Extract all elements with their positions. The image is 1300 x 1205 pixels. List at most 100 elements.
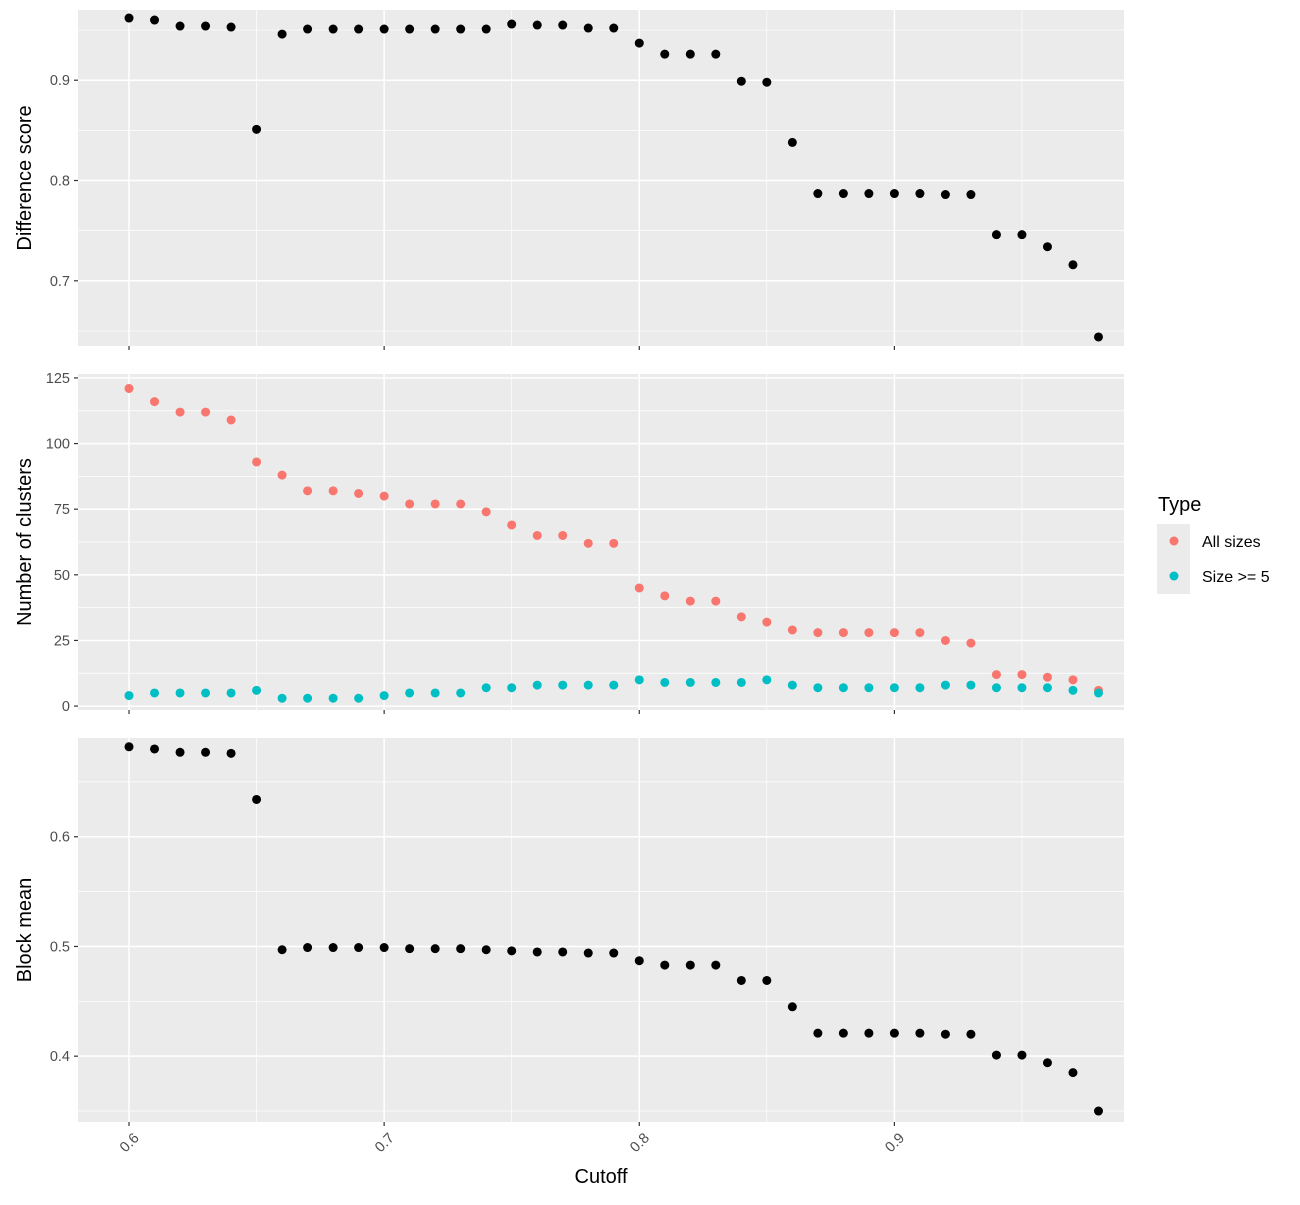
data-point <box>813 628 823 638</box>
data-point <box>685 596 695 606</box>
data-point <box>201 747 211 757</box>
y-tick-label: 100 <box>46 437 70 453</box>
data-point <box>609 23 619 33</box>
legend-all-sizes-marker <box>1169 536 1179 546</box>
y-tick-label: 0.8 <box>50 174 70 190</box>
legend-title: Type <box>1158 494 1201 516</box>
data-point <box>660 591 670 601</box>
data-point <box>175 747 185 757</box>
data-point <box>634 675 644 685</box>
data-point <box>838 683 848 693</box>
data-point <box>1042 242 1052 252</box>
panel-1-background <box>78 10 1124 346</box>
data-point <box>1017 230 1027 240</box>
data-point <box>864 683 874 693</box>
data-point <box>711 677 721 687</box>
data-point <box>430 944 440 954</box>
data-point <box>889 628 899 638</box>
data-point <box>532 680 542 690</box>
data-point <box>609 680 619 690</box>
series-size-5 <box>124 675 1103 703</box>
data-point <box>915 1028 925 1038</box>
data-point <box>456 688 466 698</box>
data-point <box>762 77 772 87</box>
data-point <box>838 1028 848 1038</box>
data-point <box>303 486 313 496</box>
data-point <box>660 49 670 59</box>
data-point <box>583 680 593 690</box>
data-point <box>456 24 466 34</box>
data-point <box>660 677 670 687</box>
data-point <box>303 693 313 703</box>
data-point <box>711 596 721 606</box>
data-point <box>889 1028 899 1038</box>
data-point <box>940 190 950 200</box>
data-point <box>379 24 389 34</box>
data-point <box>583 538 593 548</box>
data-point <box>940 1029 950 1039</box>
data-point <box>1093 332 1103 342</box>
data-point <box>1068 1068 1078 1078</box>
data-point <box>328 486 338 496</box>
y-tick-label: 0.6 <box>50 830 70 846</box>
data-point <box>405 944 415 954</box>
series-all-sizes <box>124 383 1103 695</box>
data-point <box>328 693 338 703</box>
data-point <box>481 683 491 693</box>
data-point <box>201 21 211 31</box>
data-point <box>456 944 466 954</box>
data-point <box>481 24 491 34</box>
data-point <box>1017 670 1027 680</box>
y-tick-label: 0.5 <box>50 939 70 955</box>
legend-label-size-ge-5: Size >= 5 <box>1202 569 1270 586</box>
y-axis-title: Block mean <box>14 878 36 983</box>
y-tick-label: 0.7 <box>50 274 70 290</box>
data-point <box>991 230 1001 240</box>
data-point <box>150 15 160 25</box>
y-axis-title: Number of clusters <box>14 458 36 626</box>
y-axis-title: Difference score <box>14 105 36 250</box>
data-point <box>226 688 236 698</box>
data-point <box>1068 675 1078 685</box>
data-point <box>711 960 721 970</box>
data-point <box>303 943 313 953</box>
data-point <box>685 49 695 59</box>
data-point <box>175 688 185 698</box>
data-point <box>813 189 823 199</box>
data-point <box>1093 1106 1103 1116</box>
data-point <box>1068 260 1078 270</box>
data-point <box>405 499 415 509</box>
data-point <box>1017 683 1027 693</box>
data-point <box>915 628 925 638</box>
data-point <box>915 189 925 199</box>
data-point <box>787 1002 797 1012</box>
series-1 <box>124 13 1103 342</box>
data-point <box>226 22 236 32</box>
data-point <box>124 383 134 393</box>
data-point <box>889 189 899 199</box>
data-point <box>252 685 262 695</box>
y-tick-label: 75 <box>54 502 70 518</box>
data-point <box>1068 685 1078 695</box>
data-point <box>813 1028 823 1038</box>
data-point <box>405 688 415 698</box>
data-point <box>966 1029 976 1039</box>
data-point <box>354 693 364 703</box>
data-point <box>379 491 389 501</box>
data-point <box>609 538 619 548</box>
data-point <box>889 683 899 693</box>
data-point <box>507 683 517 693</box>
data-point <box>864 628 874 638</box>
data-point <box>864 189 874 199</box>
data-point <box>124 742 134 752</box>
data-point <box>252 457 262 467</box>
data-point <box>634 956 644 966</box>
data-point <box>150 397 160 407</box>
data-point <box>507 946 517 956</box>
data-point <box>354 24 364 34</box>
panel-3-background <box>78 738 1124 1122</box>
data-point <box>762 617 772 627</box>
data-point <box>226 415 236 425</box>
